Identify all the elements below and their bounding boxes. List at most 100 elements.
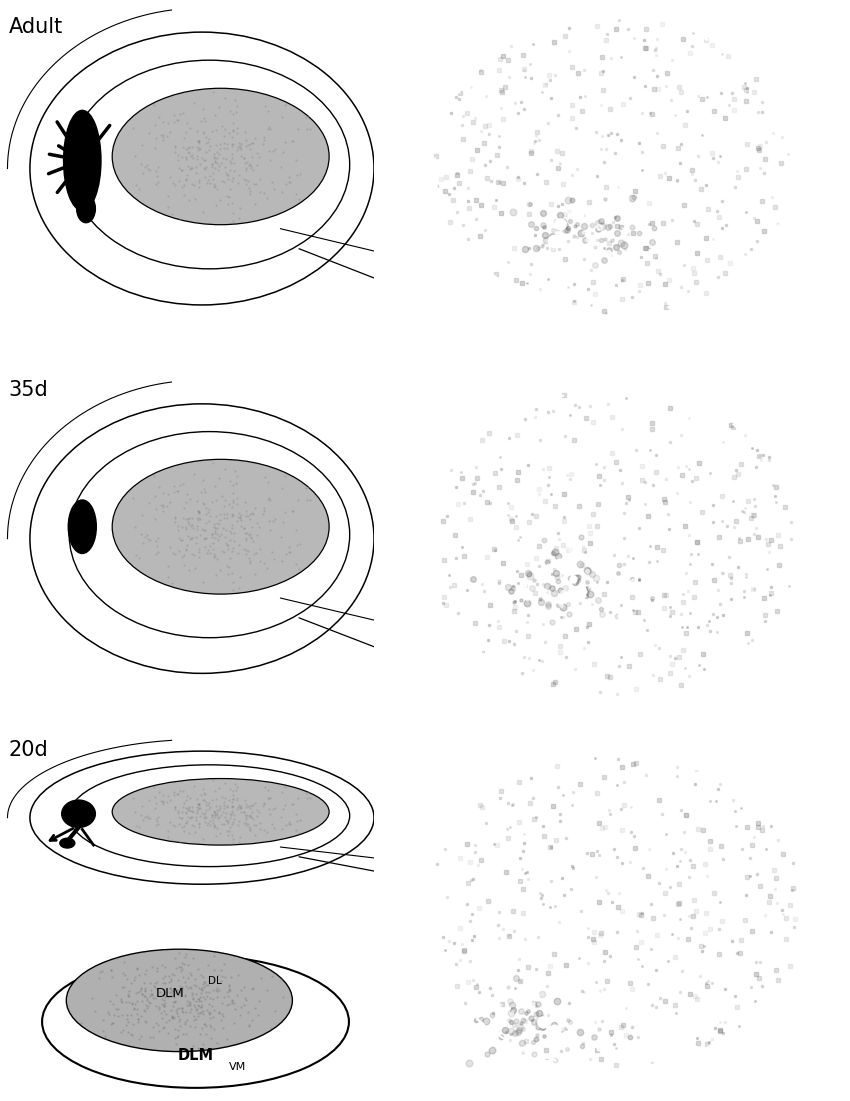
Point: [222, 494, 235, 512]
Point: [276, 513, 290, 531]
Point: [197, 530, 211, 547]
Point: [203, 813, 217, 830]
Point: [167, 544, 180, 562]
Point: [145, 1018, 159, 1036]
Point: [208, 154, 222, 172]
Point: [186, 149, 200, 166]
Point: [144, 994, 157, 1012]
Point: [266, 512, 280, 530]
Point: [253, 553, 267, 570]
Point: [233, 579, 246, 597]
Point: [98, 1027, 111, 1045]
Point: [245, 1011, 258, 1028]
Point: [190, 993, 203, 1011]
Point: [239, 542, 252, 559]
Point: [179, 1025, 193, 1043]
Point: [176, 178, 190, 196]
Point: [188, 466, 201, 483]
Point: [212, 98, 226, 116]
Point: [253, 183, 267, 200]
Point: [210, 154, 224, 172]
Point: [217, 544, 230, 562]
Point: [282, 813, 296, 830]
Point: [167, 546, 181, 564]
Point: [252, 519, 266, 536]
Point: [150, 980, 164, 998]
Point: [168, 513, 182, 531]
Point: [292, 120, 305, 138]
Point: [126, 994, 139, 1012]
Point: [161, 568, 174, 586]
Point: [262, 473, 275, 491]
Point: [122, 988, 135, 1005]
Point: [197, 978, 211, 995]
Point: [146, 1028, 160, 1046]
Point: [226, 115, 240, 132]
Point: [196, 100, 210, 118]
Point: [210, 550, 224, 568]
Point: [209, 197, 223, 215]
Point: [163, 123, 177, 141]
Point: [219, 805, 233, 822]
Point: [179, 520, 193, 537]
Point: [248, 826, 262, 843]
Point: [148, 788, 162, 806]
Point: [165, 972, 178, 990]
Point: [232, 504, 246, 522]
Point: [190, 798, 204, 816]
Point: [298, 784, 312, 802]
Point: [234, 799, 247, 817]
Point: [155, 1004, 168, 1022]
Point: [183, 825, 196, 842]
Point: [210, 181, 224, 198]
Point: [233, 833, 246, 851]
Point: [209, 491, 223, 509]
Point: [167, 967, 181, 984]
Point: [152, 1022, 166, 1039]
Point: [170, 981, 184, 999]
Point: [230, 494, 244, 512]
Point: [232, 166, 246, 184]
Point: [226, 135, 240, 153]
Point: [239, 172, 252, 189]
Point: [133, 966, 146, 983]
Point: [195, 150, 208, 167]
Point: [223, 179, 236, 197]
Point: [197, 480, 211, 498]
Point: [176, 105, 190, 122]
Point: [209, 797, 223, 815]
Point: [133, 549, 146, 567]
Point: [168, 509, 182, 526]
Point: [212, 808, 225, 826]
Point: [243, 511, 257, 528]
Point: [191, 1007, 205, 1025]
Point: [131, 983, 145, 1001]
Point: [243, 821, 257, 839]
Point: [221, 565, 235, 582]
Point: [211, 531, 224, 548]
Point: [115, 979, 128, 996]
Point: [154, 793, 167, 810]
Point: [225, 150, 239, 167]
Point: [184, 809, 197, 827]
Point: [218, 774, 232, 792]
Point: [137, 986, 150, 1004]
Point: [230, 512, 244, 530]
Ellipse shape: [64, 110, 101, 210]
Point: [206, 170, 219, 187]
Point: [182, 510, 196, 527]
Point: [184, 803, 198, 820]
Point: [227, 477, 241, 494]
Point: [265, 816, 279, 833]
Point: [148, 140, 162, 157]
Point: [207, 817, 220, 835]
Point: [196, 1005, 210, 1023]
Point: [230, 778, 244, 796]
Point: [201, 1001, 214, 1018]
Point: [171, 482, 184, 500]
Point: [225, 499, 239, 516]
Point: [197, 808, 211, 826]
Point: [168, 143, 182, 161]
Point: [145, 985, 159, 1003]
Point: [220, 135, 234, 153]
